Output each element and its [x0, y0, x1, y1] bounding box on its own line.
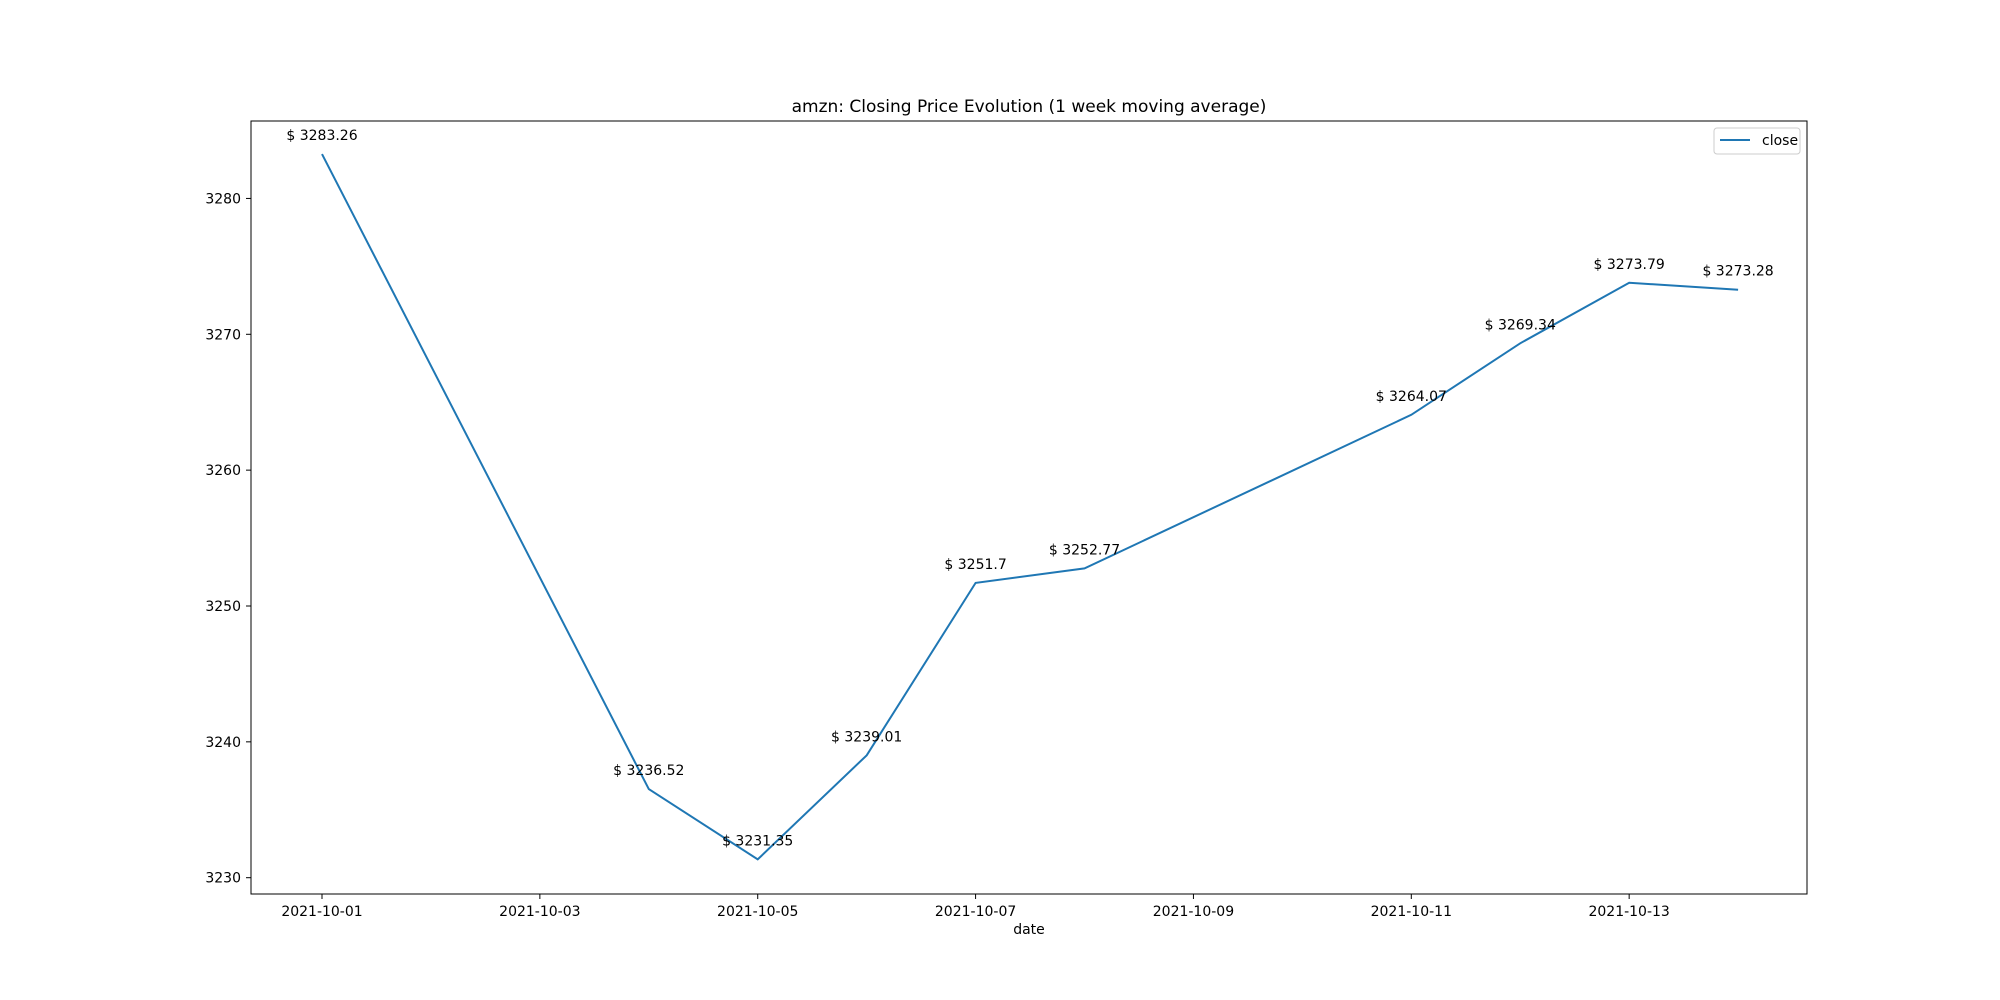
y-tick-label: 3270	[205, 327, 241, 343]
data-label: $ 3251.7	[944, 557, 1006, 573]
data-label: $ 3252.77	[1049, 542, 1120, 558]
data-label: $ 3264.07	[1376, 389, 1447, 405]
x-axis: 2021-10-01 2021-10-03 2021-10-05 2021-10-07…	[281, 894, 1670, 920]
y-tick-label: 3230	[205, 871, 241, 887]
data-label: $ 3273.79	[1594, 257, 1665, 273]
series-layer	[321, 153, 1739, 861]
x-tick-label: 2021-10-07	[935, 904, 1016, 920]
x-tick-label: 2021-10-05	[717, 904, 798, 920]
x-tick-label: 2021-10-09	[1153, 904, 1234, 920]
plot-area	[250, 120, 1808, 895]
series-line-close	[321, 153, 1739, 861]
data-label: $ 3231.35	[722, 833, 793, 849]
data-label: $ 3269.34	[1485, 317, 1556, 333]
data-label: $ 3236.52	[613, 763, 684, 779]
legend-box	[1713, 127, 1801, 155]
y-tick-label: 3240	[205, 735, 241, 751]
legend-label-close: close	[1762, 133, 1798, 149]
y-tick-label: 3260	[205, 463, 241, 479]
chart-title: amzn: Closing Price Evolution (1 week mo…	[792, 97, 1267, 117]
x-tick-label: 2021-10-03	[499, 904, 580, 920]
x-axis-label: date	[1013, 922, 1045, 938]
y-tick-label: 3250	[205, 599, 241, 615]
x-tick-label: 2021-10-13	[1588, 904, 1669, 920]
data-label: $ 3283.26	[286, 128, 357, 144]
legend: close	[1713, 127, 1801, 155]
data-label: $ 3239.01	[831, 729, 902, 745]
y-tick-label: 3280	[205, 191, 241, 207]
x-tick-label: 2021-10-11	[1371, 904, 1452, 920]
data-labels: $ 3283.26 $ 3236.52 $ 3231.35 $ 3239.01 $ 32…	[286, 128, 1773, 849]
x-tick-label: 2021-10-01	[281, 904, 362, 920]
data-label: $ 3273.28	[1702, 264, 1773, 280]
y-axis: 3230 3240 3250 3260 3270 3280	[205, 191, 251, 887]
